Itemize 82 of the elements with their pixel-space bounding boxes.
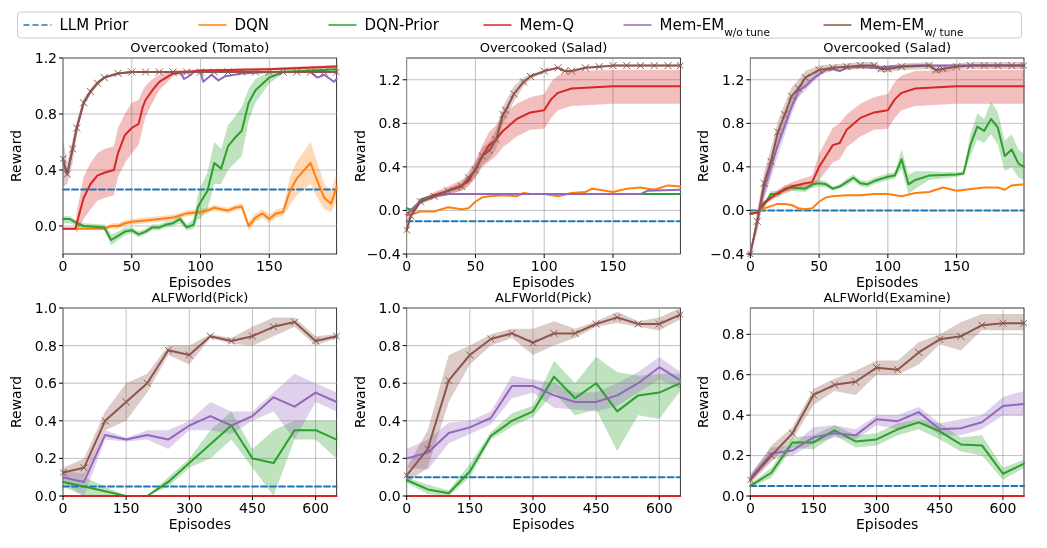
y-tick-label: −0.4 (710, 245, 745, 262)
y-tick-label: 1.2 (34, 49, 57, 66)
x-tick-label: 600 (645, 500, 673, 516)
x-axis-title: Episodes (168, 516, 231, 532)
chart-title: ALFWorld(Pick) (151, 290, 249, 305)
y-tick-label: 0.2 (722, 447, 745, 464)
y-tick-label: 0.4 (722, 158, 745, 175)
y-tick-label: 0.4 (34, 412, 58, 429)
y-tick-label: 0.0 (34, 487, 57, 504)
x-tick-label: 0 (58, 500, 68, 516)
y-tick-label: 0.0 (34, 217, 57, 234)
y-tick-label: 0.8 (34, 105, 57, 122)
y-tick-label: 0.8 (722, 115, 745, 132)
x-tick-label: 50 (466, 258, 485, 274)
y-axis-title: Reward (8, 129, 24, 183)
x-tick-label: 450 (239, 500, 266, 516)
legend-label: Mem-EM$_{w/ tune}$ (859, 16, 964, 39)
x-tick-label: 150 (599, 258, 627, 274)
y-tick-label: 0.8 (34, 337, 57, 354)
y-tick-label: 1.0 (378, 299, 401, 316)
chart-title: Overcooked (Salad) (823, 40, 952, 55)
y-tick-label: 1.0 (34, 299, 57, 316)
x-tick-label: 600 (302, 500, 329, 516)
x-tick-label: 300 (863, 500, 891, 516)
chart-title: Overcooked (Salad) (479, 40, 608, 55)
y-tick-label: 0.4 (34, 161, 58, 178)
chart-title: ALFWorld(Pick) (495, 290, 592, 305)
x-tick-label: 150 (255, 258, 283, 274)
legend-label: Mem-Q (519, 16, 575, 35)
legend-label: LLM Prior (59, 16, 130, 35)
x-tick-label: 450 (582, 500, 610, 516)
y-tick-label: 0.4 (722, 407, 745, 424)
y-tick-label: 0.0 (722, 202, 745, 219)
y-tick-label: 1.2 (378, 71, 401, 88)
x-tick-label: 450 (926, 500, 954, 516)
x-tick-label: 150 (800, 500, 827, 516)
x-axis-title: Episodes (856, 274, 919, 290)
y-tick-label: 0.6 (722, 366, 745, 383)
legend-label: DQN (234, 16, 270, 35)
y-axis-title: Reward (695, 129, 712, 183)
x-tick-label: 300 (519, 500, 547, 516)
legend-label: DQN-Prior (364, 16, 440, 35)
y-axis-title: Reward (351, 375, 368, 429)
y-tick-label: 0.8 (722, 326, 745, 343)
y-tick-label: 0.8 (378, 337, 401, 354)
x-tick-label: 0 (58, 258, 68, 274)
x-tick-label: 0 (745, 258, 755, 274)
y-tick-label: 0.2 (378, 450, 401, 467)
x-tick-label: 100 (874, 258, 902, 274)
y-axis-title: Reward (8, 375, 24, 429)
y-tick-label: 0.0 (378, 202, 401, 219)
x-tick-label: 300 (175, 500, 203, 516)
y-tick-label: −0.4 (366, 245, 401, 262)
y-tick-label: 0.4 (378, 158, 401, 175)
y-axis-title: Reward (351, 129, 368, 183)
x-tick-label: 0 (745, 500, 755, 516)
legend-label: Mem-EM$_{w/o tune}$ (659, 16, 770, 39)
x-tick-label: 150 (456, 500, 484, 516)
y-tick-label: 1.2 (722, 71, 745, 88)
y-tick-label: 0.4 (378, 412, 401, 429)
x-tick-label: 0 (402, 258, 412, 274)
y-axis-title: Reward (695, 375, 712, 429)
x-axis-title: Episodes (856, 516, 919, 532)
y-tick-label: 0.0 (378, 487, 401, 504)
y-tick-label: 0.0 (722, 487, 745, 504)
chart-title: ALFWorld(Examine) (823, 290, 951, 305)
y-tick-label: 0.8 (378, 115, 401, 132)
y-tick-label: 0.6 (34, 375, 58, 392)
x-tick-label: 0 (402, 500, 412, 516)
x-tick-label: 150 (112, 500, 140, 516)
x-axis-title: Episodes (512, 516, 575, 532)
x-tick-label: 100 (530, 258, 558, 274)
y-tick-label: 0.6 (378, 375, 401, 392)
x-tick-label: 50 (122, 258, 141, 274)
x-tick-label: 600 (989, 500, 1017, 516)
x-tick-label: 150 (943, 258, 970, 274)
x-tick-label: 100 (187, 258, 214, 274)
chart-title: Overcooked (Tomato) (130, 40, 270, 55)
x-axis-title: Episodes (168, 274, 231, 290)
x-axis-title: Episodes (512, 274, 575, 290)
y-tick-label: 0.2 (34, 450, 57, 467)
x-tick-label: 50 (810, 258, 829, 274)
